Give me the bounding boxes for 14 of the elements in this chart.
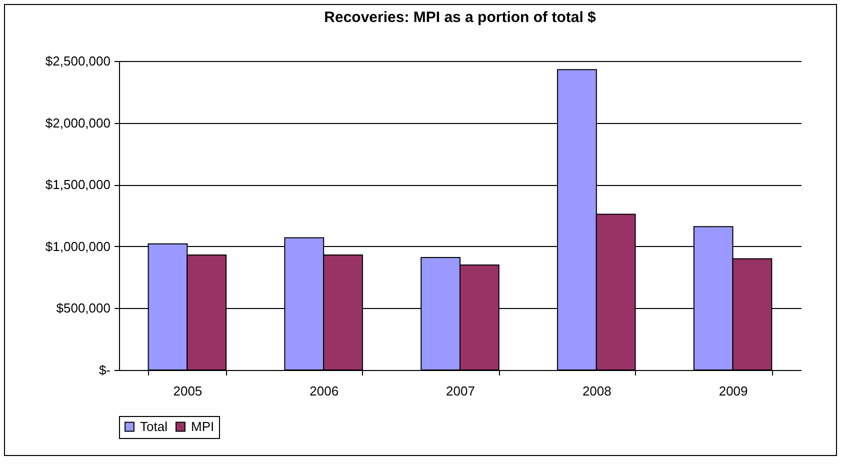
y-tick-label: $1,000,000 (45, 238, 110, 254)
y-tick-label: $500,000 (56, 300, 110, 316)
legend-label: Total (140, 418, 168, 434)
x-tick-label: 2005 (173, 384, 202, 398)
y-tick-label: $1,500,000 (45, 177, 110, 192)
chart-title: Recoveries: MPI as a portion of total $ (324, 9, 597, 26)
x-tick-label: 2009 (718, 384, 748, 398)
y-tick-label: $- (98, 362, 110, 378)
legend-label: MPI (191, 418, 214, 434)
y-tick-label: $2,500,000 (45, 54, 110, 68)
x-tick-label: 2008 (582, 384, 612, 398)
x-tick-label: 2006 (310, 384, 339, 398)
y-tick-label: $2,000,000 (45, 115, 110, 130)
x-tick-label: 2007 (446, 384, 475, 398)
